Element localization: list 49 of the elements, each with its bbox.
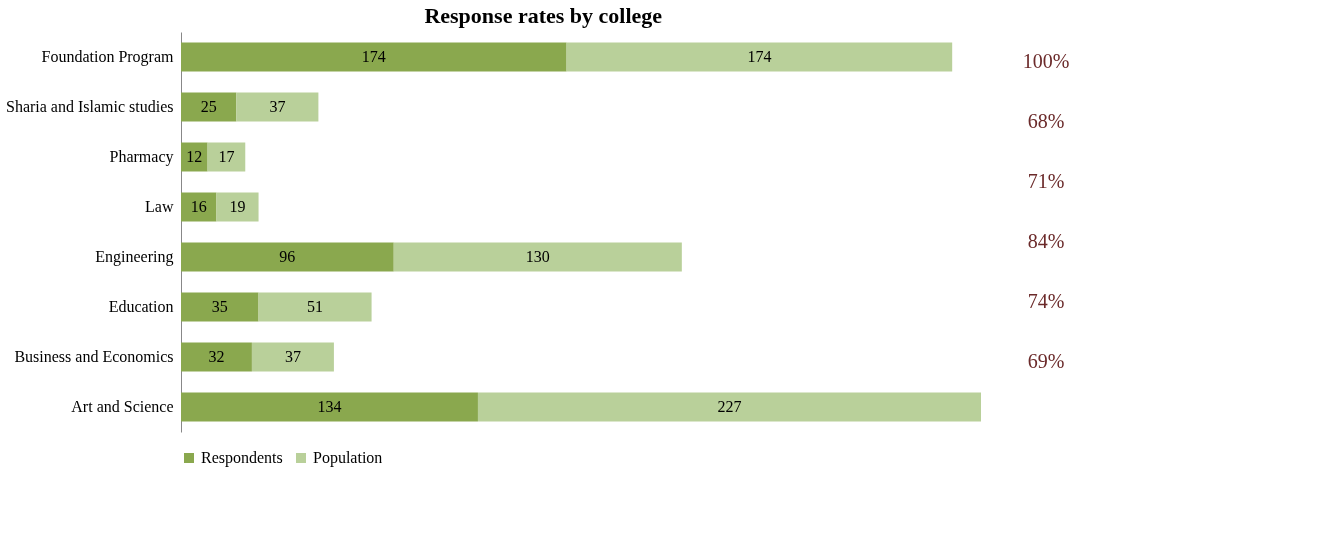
data-label: 51 xyxy=(307,298,324,315)
text: 69% xyxy=(1027,350,1065,372)
data-label: 16 xyxy=(190,198,207,215)
data-label: 19 xyxy=(229,198,246,215)
bar xyxy=(181,142,208,172)
text: 68% xyxy=(1027,110,1065,132)
data-label: 32 xyxy=(208,348,225,365)
text: 100% xyxy=(1022,50,1070,72)
data-label: 37 xyxy=(269,98,286,115)
bar xyxy=(251,342,334,372)
data-label: 37 xyxy=(284,348,301,365)
chart-title: Response rates by college xyxy=(424,3,663,28)
bar xyxy=(258,292,372,322)
bar xyxy=(566,42,953,72)
bar xyxy=(181,192,217,222)
bar xyxy=(181,242,394,272)
data-label: 12 xyxy=(186,148,203,165)
y-tick-label: Pharmacy xyxy=(109,148,174,166)
y-tick-label: Education xyxy=(108,298,174,315)
bar xyxy=(393,242,682,272)
data-label: 130 xyxy=(525,248,550,265)
legend-label: Population xyxy=(313,449,383,467)
data-label: 227 xyxy=(717,398,742,415)
data-label: 96 xyxy=(279,248,296,265)
bar xyxy=(181,342,252,372)
y-tick-label: Sharia and Islamic studies xyxy=(5,98,174,115)
y-tick-label: Foundation Program xyxy=(41,48,175,66)
data-label: 25 xyxy=(200,98,217,115)
bar xyxy=(216,192,259,222)
y-tick-label: Law xyxy=(145,198,174,215)
data-label: 35 xyxy=(211,298,228,315)
bar xyxy=(181,42,567,72)
bar xyxy=(477,392,981,422)
data-label: 134 xyxy=(317,398,342,415)
bar xyxy=(181,92,237,122)
text: 74% xyxy=(1027,290,1065,312)
data-label: 174 xyxy=(747,48,772,65)
y-tick-label: Art and Science xyxy=(71,398,174,415)
bar xyxy=(236,92,319,122)
text: 71% xyxy=(1027,170,1065,192)
legend-label: Respondents xyxy=(201,449,283,467)
bar xyxy=(181,292,259,322)
y-tick-label: Engineering xyxy=(95,248,174,266)
y-tick-label: Business and Economics xyxy=(14,348,174,365)
data-label: 174 xyxy=(361,48,386,65)
bar xyxy=(207,142,246,172)
data-label: 17 xyxy=(218,148,235,165)
bar xyxy=(181,392,478,422)
text: 84% xyxy=(1027,230,1065,252)
